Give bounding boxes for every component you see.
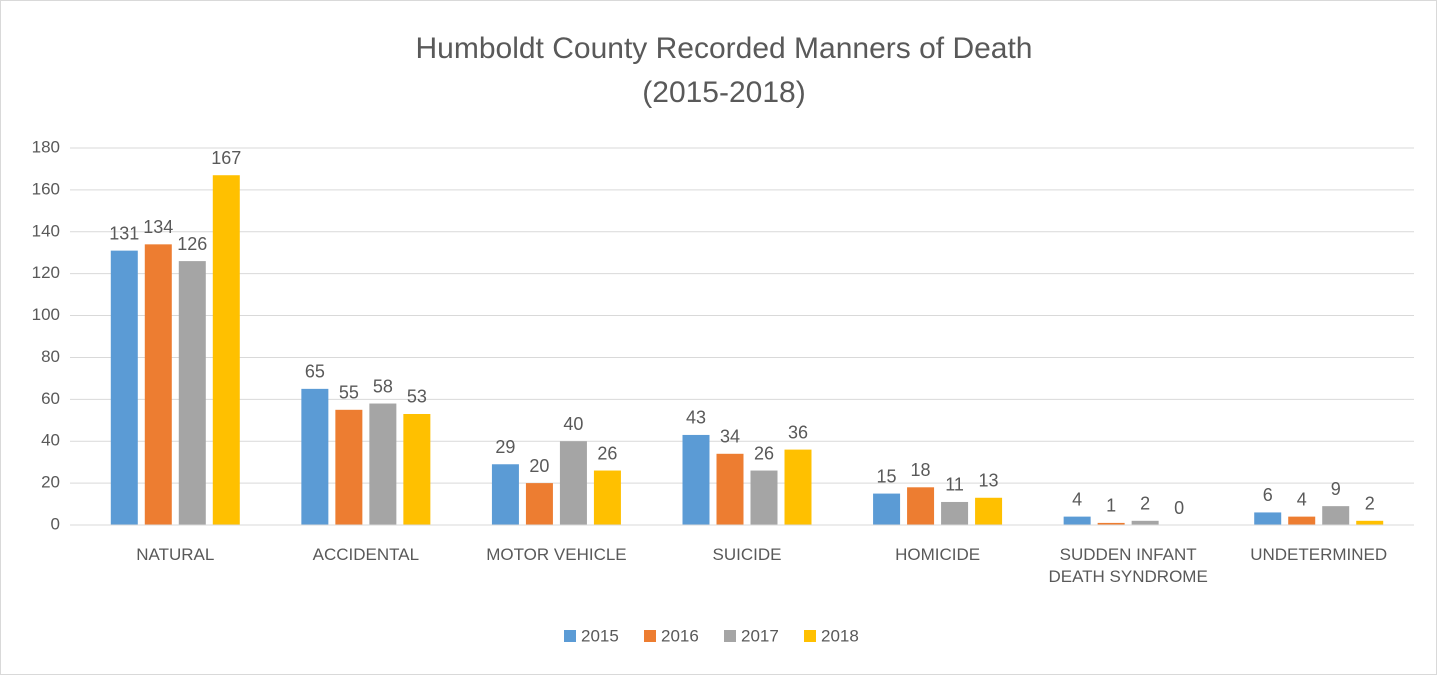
data-label: 126: [177, 234, 207, 254]
data-label: 26: [754, 443, 774, 463]
chart-title: (2015-2018): [642, 76, 805, 109]
bar: [369, 403, 397, 525]
y-tick-label: 20: [41, 473, 60, 492]
data-label: 0: [1174, 498, 1184, 518]
data-label: 2: [1140, 494, 1150, 514]
legend-swatch: [564, 630, 576, 642]
legend-label: 2018: [821, 626, 859, 645]
bar: [907, 487, 935, 525]
bar: [873, 493, 901, 525]
bar: [403, 413, 431, 525]
data-label: 40: [563, 414, 583, 434]
data-label: 36: [788, 422, 808, 442]
bar: [941, 501, 969, 525]
x-tick-label: SUDDEN INFANT DEATH SYNDROME: [1048, 545, 1208, 586]
y-tick-label: 160: [32, 179, 60, 198]
y-tick-label: 120: [32, 263, 60, 282]
bar: [1131, 520, 1159, 525]
bar: [1097, 522, 1125, 525]
bar: [1254, 512, 1282, 525]
legend-swatch: [804, 630, 816, 642]
data-label: 11: [945, 475, 964, 495]
data-label: 9: [1331, 479, 1341, 499]
bar: [1356, 520, 1384, 525]
x-tick-label: MOTOR VEHICLE: [486, 545, 627, 564]
data-label: 13: [979, 471, 999, 491]
data-label: 15: [877, 466, 897, 486]
x-tick-label: SUICIDE: [712, 545, 782, 564]
data-label: 4: [1297, 489, 1307, 509]
bar: [144, 244, 172, 525]
bar: [750, 470, 778, 525]
bar: [682, 434, 710, 525]
bar: [1288, 516, 1316, 525]
chart-title: Humboldt County Recorded Manners of Deat…: [416, 32, 1033, 65]
bar: [716, 453, 744, 525]
y-tick-label: 100: [32, 305, 60, 324]
bar: [335, 409, 363, 525]
bar: [491, 464, 519, 525]
data-label: 167: [211, 148, 241, 168]
bar: [1322, 506, 1350, 525]
data-label: 65: [305, 362, 325, 382]
data-label: 131: [109, 223, 139, 243]
legend-label: 2017: [741, 626, 779, 645]
y-tick-label: 80: [41, 347, 60, 366]
data-label: 26: [597, 443, 617, 463]
data-label: 6: [1263, 485, 1273, 505]
data-label: 34: [720, 427, 740, 447]
y-tick-label: 180: [32, 137, 60, 156]
data-label: 58: [373, 376, 393, 396]
y-tick-label: 60: [41, 389, 60, 408]
legend-swatch: [644, 630, 656, 642]
data-label: 43: [686, 408, 706, 428]
y-tick-label: 40: [41, 431, 60, 450]
legend-label: 2015: [581, 626, 619, 645]
x-tick-label: ACCIDENTAL: [312, 545, 420, 564]
bar: [975, 497, 1003, 525]
bar: [525, 483, 553, 525]
legend-swatch: [724, 630, 736, 642]
bar: [593, 470, 621, 525]
x-tick-label: NATURAL: [136, 545, 215, 564]
bar: [1063, 516, 1091, 525]
y-tick-label: 0: [51, 514, 60, 533]
bar: [178, 261, 206, 525]
data-label: 2: [1365, 494, 1375, 514]
bar: [212, 175, 240, 525]
bar: [559, 441, 587, 525]
data-label: 1: [1106, 496, 1116, 516]
x-tick-label: UNDETERMINED: [1250, 545, 1388, 564]
bar: [110, 250, 138, 525]
x-tick-label: HOMICIDE: [895, 545, 981, 564]
y-tick-label: 140: [32, 221, 60, 240]
legend-label: 2016: [661, 626, 699, 645]
data-label: 20: [529, 456, 549, 476]
bar: [784, 449, 812, 525]
data-label: 53: [407, 387, 427, 407]
data-label: 29: [495, 437, 515, 457]
data-label: 4: [1072, 489, 1082, 509]
bar: [301, 388, 329, 525]
data-label: 18: [911, 460, 931, 480]
data-label: 134: [143, 217, 173, 237]
data-label: 55: [339, 383, 359, 403]
